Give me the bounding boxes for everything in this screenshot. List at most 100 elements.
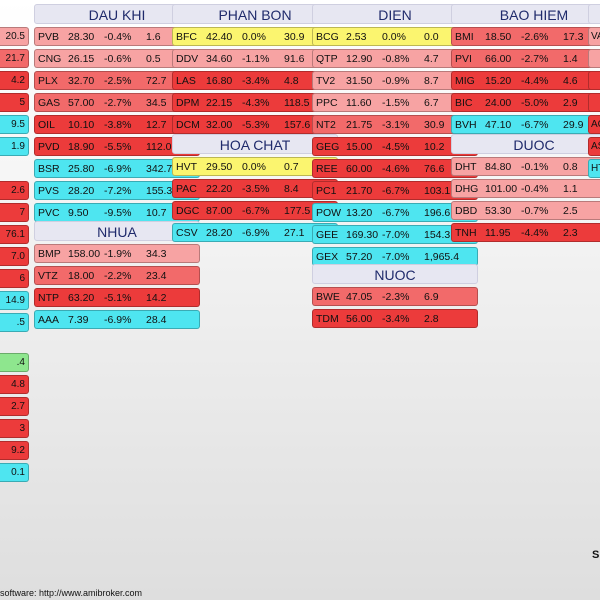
stock-ticker: CNG	[38, 52, 62, 65]
stock-row-vtz[interactable]: VTZ 18.00 -2.2% 23.4	[34, 266, 200, 285]
stock-row-gee[interactable]: GEE 169.30 -7.0% 154.3	[312, 225, 478, 244]
left-partial-cell[interactable]: 1.9	[0, 137, 29, 156]
stock-row-ntp[interactable]: NTP 63.20 -5.1% 14.2	[34, 288, 200, 307]
stock-row-oil[interactable]: OIL 10.10 -3.8% 12.7	[34, 115, 200, 134]
left-partial-cell[interactable]: 9.5	[0, 115, 29, 134]
left-partial-cell[interactable]: 5	[0, 93, 29, 112]
stock-row-bic[interactable]: BIC 24.00 -5.0% 2.9	[451, 93, 600, 112]
stock-price: 13.20	[346, 206, 373, 219]
stock-row-las[interactable]: LAS 16.80 -3.4% 4.8	[172, 71, 338, 90]
left-partial-cell[interactable]: 7.0	[0, 247, 29, 266]
stock-price: 16.80	[206, 74, 233, 87]
stock-row-tdm[interactable]: TDM 56.00 -3.4% 2.8	[312, 309, 478, 328]
stock-row-plx[interactable]: PLX 32.70 -2.5% 72.7	[34, 71, 200, 90]
stock-row-bwe[interactable]: BWE 47.05 -2.3% 6.9	[312, 287, 478, 306]
right-partial-cell[interactable]	[588, 49, 600, 68]
stock-ticker: BFC	[176, 30, 197, 43]
left-partial-cell[interactable]: 4.2	[0, 71, 29, 90]
left-partial-cell[interactable]: 2.6	[0, 181, 29, 200]
right-partial-cell[interactable]: VA	[588, 27, 600, 46]
stock-row-ppc[interactable]: PPC 11.60 -1.5% 6.7	[312, 93, 478, 112]
stock-row-ddv[interactable]: DDV 34.60 -1.1% 91.6	[172, 49, 338, 68]
left-partial-cell[interactable]: 0.1	[0, 463, 29, 482]
left-partial-cell[interactable]: 7	[0, 203, 29, 222]
stock-price: 12.90	[346, 52, 373, 65]
stock-row-bvh[interactable]: BVH 47.10 -6.7% 29.9	[451, 115, 600, 134]
stock-row-pac[interactable]: PAC 22.20 -3.5% 8.4	[172, 179, 338, 198]
left-partial-cell[interactable]: 20.5	[0, 27, 29, 46]
stock-row-dbd[interactable]: DBD 53.30 -0.7% 2.5	[451, 201, 600, 220]
stock-row-bcg[interactable]: BCG 2.53 0.0% 0.0	[312, 27, 478, 46]
stock-row-bmp[interactable]: BMP 158.00 -1.9% 34.3	[34, 244, 200, 263]
stock-row-pow[interactable]: POW 13.20 -6.7% 196.6	[312, 203, 478, 222]
stock-row-gas[interactable]: GAS 57.00 -2.7% 34.5	[34, 93, 200, 112]
stock-row-bmi[interactable]: BMI 18.50 -2.6% 17.3	[451, 27, 600, 46]
stock-ticker: BMI	[455, 30, 474, 43]
right-partial-cell[interactable]: AS	[588, 137, 600, 156]
stock-volume: 1.1	[563, 182, 578, 195]
stock-price: 53.30	[485, 204, 512, 217]
group-duoc: DUOC DHT 84.80 -0.1% 0.8 DHG 101.00 -0.4% 1.1 DBD…	[451, 134, 600, 245]
stock-change: -6.7%	[382, 184, 410, 197]
stock-price: 56.00	[346, 312, 373, 325]
stock-row-dht[interactable]: DHT 84.80 -0.1% 0.8	[451, 157, 600, 176]
stock-price: 60.00	[346, 162, 373, 175]
stock-price: 15.20	[485, 74, 512, 87]
stock-row-pvb[interactable]: PVB 28.30 -0.4% 1.6	[34, 27, 200, 46]
left-partial-cell[interactable]: 4.8	[0, 375, 29, 394]
stock-ticker: TV2	[316, 74, 336, 87]
stock-change: -1.5%	[382, 96, 410, 109]
stock-row-dcm[interactable]: DCM 32.00 -5.3% 157.6	[172, 115, 338, 134]
left-partial-cell[interactable]: .5	[0, 313, 29, 332]
stock-price: 18.00	[68, 269, 95, 282]
right-partial-cell[interactable]	[588, 71, 600, 90]
stock-volume: 155.3	[146, 184, 173, 197]
stock-price: 22.20	[206, 182, 233, 195]
stock-volume: 2.9	[563, 96, 578, 109]
stock-row-hvt[interactable]: HVT 29.50 0.0% 0.7	[172, 157, 338, 176]
stock-row-cng[interactable]: CNG 26.15 -0.6% 0.5	[34, 49, 200, 68]
stock-price: 34.60	[206, 52, 233, 65]
stock-row-mig[interactable]: MIG 15.20 -4.4% 4.6	[451, 71, 600, 90]
stock-row-tv2[interactable]: TV2 31.50 -0.9% 8.7	[312, 71, 478, 90]
stock-volume: 196.6	[424, 206, 451, 219]
stock-row-nt2[interactable]: NT2 21.75 -3.1% 30.9	[312, 115, 478, 134]
left-partial-cell[interactable]: 6	[0, 269, 29, 288]
left-partial-cell[interactable]: 21.7	[0, 49, 29, 68]
left-partial-cell[interactable]: 2.7	[0, 397, 29, 416]
stock-change: -6.7%	[242, 204, 270, 217]
group-header-nhua: NHUA	[34, 221, 200, 241]
stock-volume: 0.5	[146, 52, 161, 65]
stock-row-dgc[interactable]: DGC 87.00 -6.7% 177.5	[172, 201, 338, 220]
right-partial-cell[interactable]	[588, 93, 600, 112]
stock-price: 11.60	[346, 96, 372, 109]
left-partial-cell[interactable]: 9.2	[0, 441, 29, 460]
stock-change: -4.6%	[382, 162, 410, 175]
stock-row-pc1[interactable]: PC1 21.70 -6.7% 103.1	[312, 181, 478, 200]
right-partial-cell[interactable]: HT	[588, 159, 600, 178]
stock-row-csv[interactable]: CSV 28.20 -6.9% 27.1	[172, 223, 338, 242]
stock-ticker: PVD	[38, 140, 60, 153]
stock-row-tnh[interactable]: TNH 11.95 -4.4% 2.3	[451, 223, 600, 242]
stock-ticker: GEE	[316, 228, 339, 241]
left-partial-cell[interactable]: .4	[0, 353, 29, 372]
stock-row-bsr[interactable]: BSR 25.80 -6.9% 342.7	[34, 159, 200, 178]
right-group-header-partial	[588, 4, 600, 24]
stock-ticker: PC1	[316, 184, 337, 197]
stock-row-aaa[interactable]: AAA 7.39 -6.9% 28.4	[34, 310, 200, 329]
stock-volume: 4.7	[424, 52, 439, 65]
stock-row-geg[interactable]: GEG 15.00 -4.5% 10.2	[312, 137, 478, 156]
left-partial-cell[interactable]: 3	[0, 419, 29, 438]
left-partial-cell[interactable]: 14.9	[0, 291, 29, 310]
right-partial-cell[interactable]: AC	[588, 115, 600, 134]
stock-ticker: TDM	[316, 312, 339, 325]
left-partial-cell[interactable]: 76.1	[0, 225, 29, 244]
stock-row-pvi[interactable]: PVI 66.00 -2.7% 1.4	[451, 49, 600, 68]
stock-ticker: QTP	[316, 52, 338, 65]
stock-row-bfc[interactable]: BFC 42.40 0.0% 30.9	[172, 27, 338, 46]
stock-row-dhg[interactable]: DHG 101.00 -0.4% 1.1	[451, 179, 600, 198]
stock-row-pvd[interactable]: PVD 18.90 -5.5% 112.0	[34, 137, 200, 156]
stock-change: -3.4%	[242, 74, 270, 87]
stock-change: -3.5%	[242, 182, 270, 195]
stock-price: 32.70	[68, 74, 95, 87]
